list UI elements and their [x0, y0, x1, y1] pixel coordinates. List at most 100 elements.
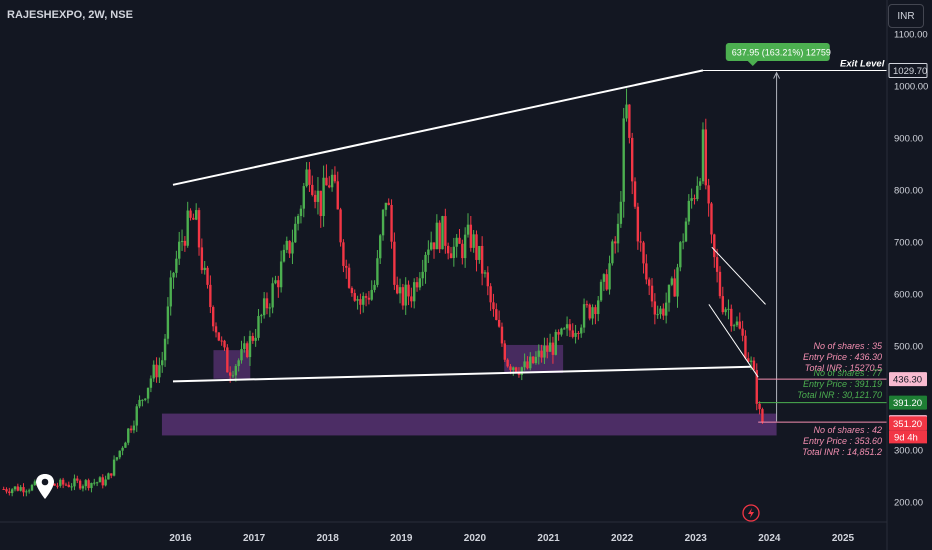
currency-button[interactable]: INR	[888, 4, 924, 28]
lightning-bolt	[748, 508, 754, 518]
candle-body	[432, 242, 436, 250]
candle-body	[393, 241, 396, 285]
candle-body	[127, 428, 130, 443]
candle-body	[727, 308, 730, 310]
candle-body	[639, 241, 642, 243]
candle-body	[311, 184, 314, 195]
price-tick-label: 900.00	[894, 134, 923, 145]
candle-body	[679, 242, 682, 268]
candle-body	[220, 340, 223, 342]
candle-body	[608, 263, 611, 290]
candle-body	[761, 409, 764, 423]
candle-body	[248, 336, 252, 358]
price-tick-label: 200.00	[894, 498, 923, 509]
candle-body	[214, 326, 218, 333]
candle-body	[427, 249, 430, 255]
candle-body	[611, 241, 614, 264]
price-label-box	[889, 372, 927, 387]
candle-body	[497, 319, 501, 327]
candle-body	[444, 216, 447, 246]
candle-body	[622, 118, 625, 202]
measure-arrow-head	[773, 71, 781, 79]
candle-body	[359, 299, 362, 305]
candle-body	[228, 372, 232, 376]
candle-body	[574, 333, 577, 337]
candle-body	[95, 482, 99, 484]
candle-body	[376, 258, 379, 285]
candle-body	[178, 241, 181, 259]
candle-body	[732, 325, 736, 327]
annotations-layer: 637.95 (163.21%) 12759 Exit Level No of sh…	[36, 43, 885, 522]
candle-body	[364, 296, 368, 298]
candle-body	[483, 272, 487, 274]
candle-body	[531, 356, 535, 364]
candle-body	[503, 343, 506, 360]
candle-body	[472, 234, 475, 248]
candle-body	[172, 272, 175, 278]
channel-upper-line[interactable]	[711, 246, 766, 305]
candle-body	[149, 378, 153, 388]
candle-body	[707, 185, 710, 204]
candle-body	[656, 314, 659, 316]
price-axis[interactable]: 1100.00 1000.00 900.00 800.00 700.00 600.00 50…	[886, 0, 928, 550]
candle-body	[234, 366, 238, 376]
time-tick-label: 2023	[685, 533, 708, 544]
candle-body	[441, 216, 444, 250]
candle-body	[237, 360, 240, 367]
candle-body	[704, 129, 708, 186]
candle-body	[288, 240, 291, 254]
candle-body	[446, 245, 450, 254]
candle-body	[387, 202, 390, 205]
candle-body	[22, 487, 25, 493]
lightning-icon[interactable]	[742, 504, 760, 522]
candle-body	[70, 486, 73, 488]
candle-body	[551, 342, 555, 355]
candle-body	[328, 185, 331, 188]
candle-body	[30, 485, 34, 491]
map-pin-icon[interactable]	[36, 474, 54, 499]
symbol-title[interactable]: RAJESHEXPO, 2W, NSE	[7, 9, 133, 21]
candle-body	[458, 237, 461, 244]
candle-body	[76, 478, 79, 481]
candle-body	[749, 360, 753, 362]
candle-body	[594, 307, 597, 315]
candle-body	[84, 480, 87, 487]
candle-body	[478, 245, 481, 260]
candle-body	[10, 489, 14, 494]
candle-body	[461, 243, 464, 259]
candle-body	[362, 296, 365, 305]
candle-body	[282, 249, 286, 262]
candle-body	[390, 204, 393, 242]
candle-body	[370, 289, 373, 300]
lower-trendline[interactable]	[172, 365, 751, 383]
upper-trendline[interactable]	[172, 69, 704, 186]
candle-body	[396, 284, 399, 294]
candle-body	[163, 338, 167, 361]
accumulation-zone-2016	[213, 350, 251, 379]
candle-body	[333, 174, 337, 182]
candle-body	[93, 482, 96, 484]
candle-body	[449, 253, 453, 259]
price-label: 391.20	[893, 398, 922, 409]
countdown-label: 9d 4h	[894, 432, 918, 443]
candle-body	[696, 185, 699, 200]
time-tick-label: 2020	[464, 533, 487, 544]
candle-body	[64, 484, 68, 486]
price-label: 351.20	[893, 419, 922, 430]
candle-body	[415, 282, 419, 288]
candle-body	[87, 480, 90, 489]
candle-body	[630, 137, 634, 182]
channel-lower-line[interactable]	[708, 304, 759, 378]
candle-body	[520, 367, 523, 376]
candle-body	[469, 224, 473, 248]
candle-body	[206, 267, 209, 285]
time-tick-label: 2016	[169, 533, 192, 544]
candle-body	[257, 316, 260, 338]
candle-body	[197, 210, 201, 248]
candle-body	[138, 399, 141, 407]
candle-body	[240, 349, 243, 361]
candle-body	[667, 284, 671, 303]
time-axis[interactable]: 2016 2017 2018 2019 2020 2021 2022 2023 2024 2025	[0, 521, 887, 544]
price-tick-label: 500.00	[894, 342, 923, 353]
